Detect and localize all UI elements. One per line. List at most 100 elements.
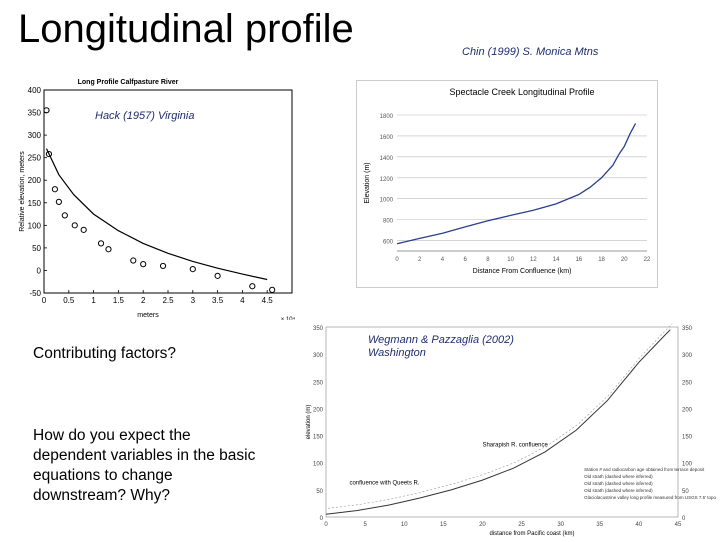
x-tick-label: 5 [363,522,367,528]
x-tick-label: 4 [441,257,445,263]
y-tick-label-right: 200 [682,407,693,413]
y-tick-label-right: 0 [682,516,686,522]
x-tick-label: 20 [479,522,486,528]
x-tick-label: 40 [636,522,643,528]
y-tick-label: 150 [28,199,42,208]
y-axis-label: Elevation (m) [364,162,371,203]
question-downstream-change: How do you expect the dependent variable… [33,427,256,504]
y-tick-label: 1400 [380,156,394,162]
x-tick-label: 35 [596,522,603,528]
y-tick-label: 400 [28,86,42,95]
y-tick-label: 350 [28,109,42,118]
data-point [55,198,62,205]
y-tick-label: 300 [313,353,324,359]
slide-title: Longitudinal profile [18,7,354,51]
y-axis-label: elevation (m) [306,405,312,440]
y-tick-label: 0 [37,266,42,275]
data-point [105,246,112,253]
plot-frame [325,326,679,518]
x-tick-label: 18 [598,257,605,263]
caption-wegmann: Wegmann & Pazzaglia (2002) Washington [368,334,514,359]
y-tick-label-right: 100 [682,462,693,468]
y-tick-label: 600 [383,240,394,246]
x-tick-label: 4.5 [262,296,274,305]
legend-entry: Glaciolacustrine valley long profile mea… [584,495,716,500]
x-tick-label: 30 [557,522,564,528]
wegmann-chart-panel: 350 350 300 300 250 250 200 200 150 150 100 100 50 50… [300,305,720,537]
y-tick-label: 250 [313,380,324,386]
profile-line [325,329,671,515]
x-tick-label: 2 [418,257,422,263]
chin-chart: Spectacle Creek Longitudinal Profile 1800… [364,87,651,275]
data-point [51,186,59,193]
x-tick-label: 1 [91,296,96,305]
data-point [97,240,105,247]
x-axis-exponent: × 10⁴ [281,316,296,320]
y-tick-label: 200 [28,176,42,185]
x-tick-label: 12 [530,257,537,263]
x-tick-label: 3.5 [212,296,224,305]
x-tick-label: 0 [395,257,399,263]
strath-line [327,323,673,509]
chart-title: Long Profile Calfpasture River [78,79,179,86]
y-tick-label: 0 [320,516,324,522]
data-point [61,212,68,219]
x-tick-label: 1.5 [113,296,125,305]
x-tick-label: 20 [621,257,628,263]
x-tick-label: 22 [644,257,651,263]
x-tick-label: 45 [675,522,682,528]
y-tick-label: 250 [28,154,42,163]
x-tick-label: 10 [401,522,408,528]
x-tick-label: 14 [553,257,560,263]
y-tick-label: 100 [313,462,324,468]
question-contributing-factors: Contributing factors? [33,345,177,362]
y-tick-label: 1200 [380,177,394,183]
annotation-queets: confluence with Queets R. [349,480,419,486]
data-point [71,222,78,229]
x-tick-label: 0 [42,296,47,305]
y-tick-label: 1600 [380,135,394,141]
y-tick-label-right: 300 [682,353,693,359]
hack-chart-panel: Long Profile Calfpasture River 400 350 300 2… [14,70,314,323]
y-tick-label: 1000 [380,198,394,204]
data-point [214,272,221,279]
x-tick-label: 15 [440,522,447,528]
x-tick-label: 3 [191,296,196,305]
x-axis-label: distance from Pacific coast (km) [489,531,574,537]
caption-hack: Hack (1957) Virginia [95,110,195,122]
x-tick-label: 25 [518,522,525,528]
x-tick-label: 0 [324,522,328,528]
y-tick-label: 800 [383,219,394,225]
y-tick-label-right: 50 [682,489,689,495]
y-tick-label: 300 [28,131,42,140]
y-tick-label-right: 350 [682,326,693,332]
x-tick-label: 10 [507,257,514,263]
data-point [159,262,167,270]
data-point [43,107,50,114]
x-tick-label: 8 [486,257,490,263]
data-point [249,283,256,290]
y-tick-label-right: 150 [682,435,693,441]
data-point [189,265,196,273]
chin-chart-panel: Spectacle Creek Longitudinal Profile 1800… [356,80,658,288]
y-tick-label: 50 [32,244,41,253]
hack-chart: Long Profile Calfpasture River4003503002… [19,79,296,323]
x-tick-label: 16 [575,257,582,263]
y-tick-label: 200 [313,407,324,413]
y-tick-label: 350 [313,326,324,332]
y-tick-label: -50 [29,289,41,298]
y-tick-label-right: 250 [682,380,693,386]
legend-entry: Station # and radiocarbon age obtained f… [584,467,705,472]
x-tick-label: 6 [464,257,468,263]
data-point [45,150,53,158]
data-point [80,226,87,233]
data-point [130,257,137,264]
y-tick-label: 100 [28,221,42,230]
x-tick-label: 4 [240,296,245,305]
x-tick-label: 0.5 [63,296,75,305]
x-tick-label: 2.5 [162,296,174,305]
profile-line [396,123,637,245]
x-axis-label: meters [137,312,159,319]
y-tick-label: 50 [316,489,323,495]
